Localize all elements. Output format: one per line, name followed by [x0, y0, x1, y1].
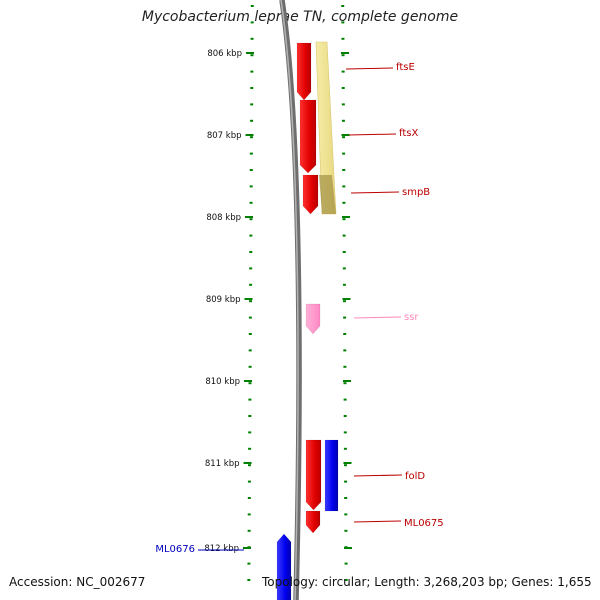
gene-label: ML0675: [404, 518, 444, 529]
gene-leader-line: [345, 67, 394, 70]
gene-leader-line: [353, 316, 402, 319]
gene-leader-line: [353, 520, 402, 523]
kbp-label: 807 kbp: [207, 131, 242, 141]
gene-ssr: [305, 303, 321, 335]
gene-label: folD: [405, 471, 425, 482]
gene-ML0675: [305, 510, 321, 534]
gene-ftsE: [296, 42, 312, 101]
genome-summary-text: Topology: circular; Length: 3,268,203 bp…: [262, 575, 592, 589]
gene-leader-line: [353, 474, 403, 477]
gene-leader-line: [348, 133, 397, 136]
gene-minus-strand-block: [324, 439, 339, 512]
kbp-label: 806 kbp: [207, 49, 242, 59]
kbp-label: 812 kbp: [204, 544, 239, 554]
kbp-label: 810 kbp: [205, 377, 240, 387]
accession-text: Accession: NC_002677: [9, 575, 146, 589]
gene-smpB: [302, 174, 319, 215]
gene-label: ssr: [404, 312, 419, 323]
gene-ML0676: [276, 533, 292, 600]
gene-label: ML0676: [155, 544, 195, 555]
kbp-label: 809 kbp: [206, 295, 241, 305]
gene-leader-line: [350, 191, 400, 194]
gene-folD: [305, 439, 322, 511]
genome-arc: [279, 0, 302, 600]
gene-label: ftsE: [396, 62, 415, 73]
gene-ftsX: [299, 99, 317, 174]
genome-title: Mycobacterium leprae TN, complete genome: [141, 9, 459, 25]
operon-band-shade: [319, 175, 336, 214]
gene-label: ftsX: [399, 128, 418, 139]
kbp-label: 808 kbp: [206, 213, 241, 223]
kbp-label: 811 kbp: [205, 459, 240, 469]
gene-label: smpB: [402, 187, 430, 198]
genome-arc-highlight: [280, 0, 299, 600]
